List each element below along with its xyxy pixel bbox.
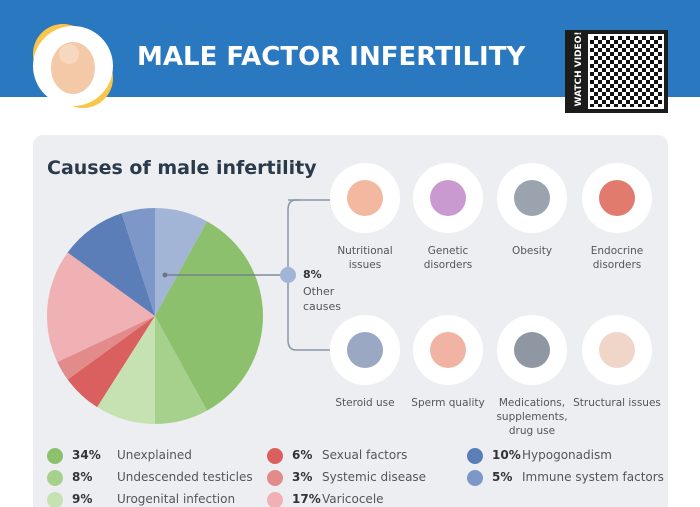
logo xyxy=(33,24,113,108)
legend-swatch xyxy=(47,492,63,507)
legend-label: Unexplained xyxy=(117,448,192,462)
header-title: MALE FACTOR INFERTILITY xyxy=(137,42,526,72)
cause-label: Sperm quality xyxy=(411,397,485,409)
cause-label: Endocrine disorders xyxy=(590,245,644,271)
legend-swatch xyxy=(267,470,283,486)
legend-label: Hypogonadism xyxy=(522,448,612,462)
cause-icon-art xyxy=(347,332,383,368)
legend-label: Varicocele xyxy=(322,492,384,506)
pie-slice xyxy=(155,208,208,316)
legend-swatch xyxy=(267,448,283,464)
cause-icon-art xyxy=(347,180,383,216)
legend-label: Immune system factors xyxy=(522,470,664,484)
legend-swatch xyxy=(47,470,63,486)
cause-label: Nutritional issues xyxy=(337,245,393,271)
cause-icon-art xyxy=(599,332,635,368)
legend-swatch xyxy=(467,448,483,464)
cause-icon-art xyxy=(599,180,635,216)
cause-label: Medications, supplements, drug use xyxy=(496,397,568,437)
legend-value: 6% xyxy=(292,448,313,462)
cause-label: Steroid use xyxy=(335,397,395,409)
callout-dot xyxy=(162,272,168,278)
legend-value: 9% xyxy=(72,492,93,506)
legend-value: 10% xyxy=(492,448,521,462)
legend-label: Urogenital infection xyxy=(117,492,236,506)
callout-marker xyxy=(280,267,296,283)
legend-value: 34% xyxy=(72,448,101,462)
legend-label: Sexual factors xyxy=(322,448,408,462)
cause-icon-art xyxy=(430,180,466,216)
pie-slice xyxy=(155,316,208,424)
pie-slice xyxy=(155,221,263,411)
legend-label: Systemic disease xyxy=(322,470,427,484)
pie-slice xyxy=(67,316,155,408)
cause-label: Structural issues xyxy=(573,397,661,409)
pie-slice xyxy=(57,316,155,380)
callout-value: 8% xyxy=(303,268,322,281)
legend-value: 5% xyxy=(492,470,513,484)
qr-code[interactable] xyxy=(588,34,664,109)
pie-slice xyxy=(67,213,155,316)
cause-icon-art xyxy=(514,332,550,368)
chart-title: Causes of male infertility xyxy=(47,157,317,179)
cause-label: Genetic disorders xyxy=(423,245,473,271)
legend-value: 3% xyxy=(292,470,313,484)
legend-swatch xyxy=(267,492,283,507)
cause-icon-art xyxy=(514,180,550,216)
callout-label: Other causes xyxy=(303,285,341,313)
legend-value: 17% xyxy=(292,492,321,506)
pie-slice xyxy=(47,252,156,362)
pie-slice xyxy=(97,316,155,424)
legend-swatch xyxy=(47,448,63,464)
cause-label: Obesity xyxy=(511,245,553,257)
legend-label: Undescended testicles xyxy=(117,470,253,484)
pie-slice xyxy=(121,208,155,316)
cause-icon-art xyxy=(430,332,466,368)
legend-value: 8% xyxy=(72,470,93,484)
legend-swatch xyxy=(467,470,483,486)
